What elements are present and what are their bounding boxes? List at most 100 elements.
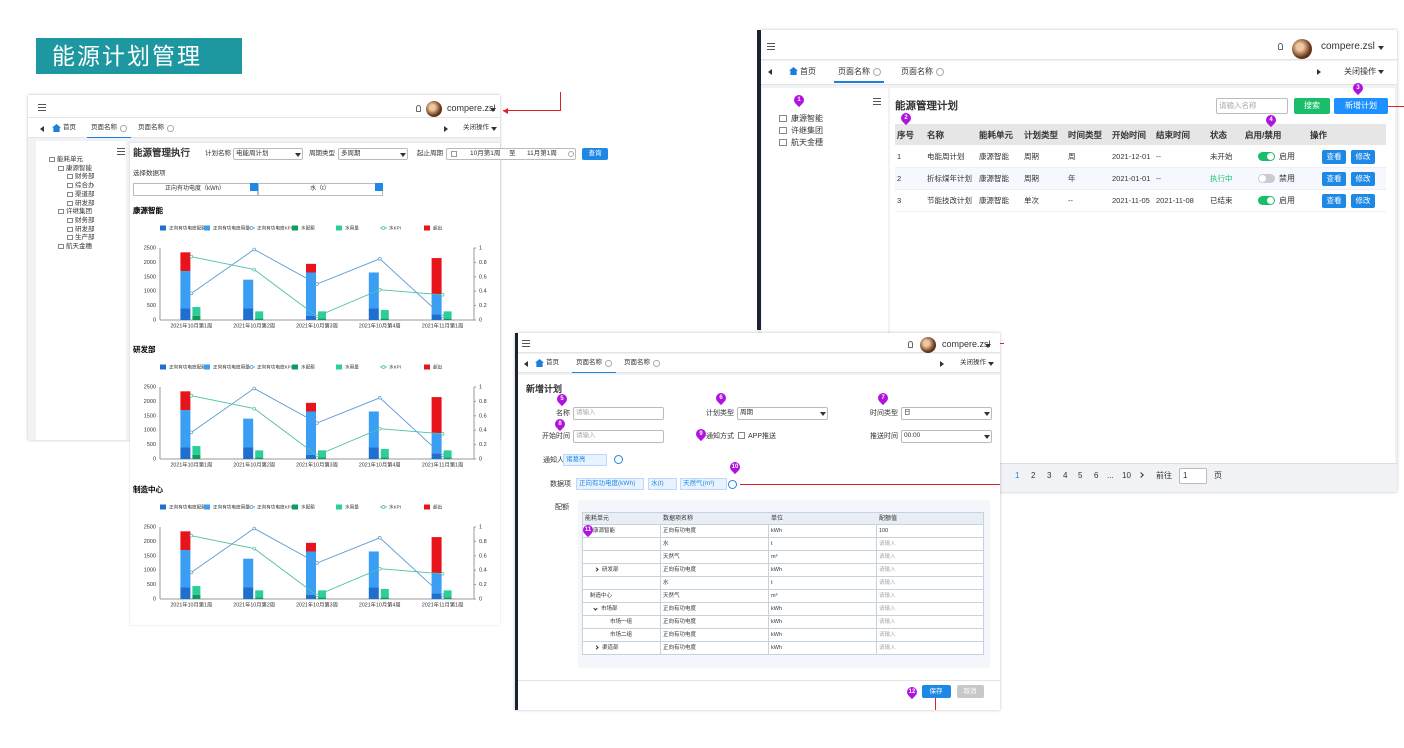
query-label[interactable]: 查询	[588, 150, 602, 157]
bell-icon[interactable]	[416, 105, 421, 112]
quota-input[interactable]: 请输入	[879, 632, 896, 638]
row-button-label[interactable]: 查看	[1326, 152, 1342, 161]
query-button[interactable]	[582, 148, 608, 160]
avatar[interactable]	[1292, 39, 1312, 59]
data-item[interactable]: 水（t）	[310, 186, 330, 192]
menu-icon[interactable]	[38, 110, 46, 111]
dropdown-icon[interactable]	[250, 183, 258, 191]
field-value[interactable]: 00:00	[904, 432, 921, 439]
select-value[interactable]: 电能周计划	[236, 150, 269, 157]
row-button[interactable]	[1351, 194, 1375, 208]
user-name[interactable]: compere.zsl	[1321, 41, 1375, 52]
page-link[interactable]: 6	[1094, 471, 1099, 480]
checkbox[interactable]	[738, 432, 745, 439]
quota-input[interactable]: 请输入	[879, 580, 896, 586]
page-link[interactable]: 2	[1031, 471, 1036, 480]
tab[interactable]: 首页	[546, 359, 559, 366]
item-tag[interactable]	[680, 478, 727, 490]
tree-node[interactable]: 研发部	[75, 225, 95, 233]
tree-node[interactable]: 渠道部	[75, 190, 95, 198]
select-value[interactable]: 多周期	[341, 150, 361, 157]
menu-icon[interactable]	[117, 151, 125, 152]
date-from[interactable]: 10月第1周	[470, 150, 501, 157]
toggle-switch[interactable]	[1258, 174, 1275, 183]
row-button-label[interactable]: 查看	[1326, 174, 1342, 183]
goto-input[interactable]: 1	[1183, 471, 1188, 480]
search-button[interactable]	[1294, 98, 1330, 114]
tree-node[interactable]: 研发部	[75, 199, 95, 207]
menu-icon[interactable]	[117, 154, 125, 155]
item-tag[interactable]	[576, 478, 644, 490]
tab-close[interactable]	[605, 360, 612, 367]
menu-icon[interactable]	[767, 46, 775, 47]
home-icon[interactable]	[52, 124, 61, 132]
menu-icon[interactable]	[522, 340, 530, 341]
quota-input[interactable]: 请输入	[879, 541, 896, 547]
cancel-button[interactable]	[957, 685, 984, 698]
home-icon[interactable]	[535, 359, 544, 367]
tab-close[interactable]	[936, 68, 944, 76]
dropdown-icon[interactable]	[375, 183, 383, 191]
page-link[interactable]: 10	[1122, 471, 1131, 480]
bell-icon[interactable]	[908, 341, 913, 348]
quota-input[interactable]: 请输入	[879, 606, 896, 612]
row-button-label[interactable]: 查看	[1326, 196, 1342, 205]
cancel-label[interactable]: 取消	[963, 688, 977, 695]
save-button[interactable]	[922, 685, 951, 698]
date-to[interactable]: 11月第1周	[527, 150, 557, 157]
add-person[interactable]	[614, 455, 623, 464]
tab-next[interactable]	[1317, 69, 1321, 75]
avatar[interactable]	[426, 101, 442, 117]
tab-close[interactable]	[167, 125, 174, 132]
field-value[interactable]: 请输入	[576, 432, 596, 439]
save-label[interactable]: 保存	[929, 688, 943, 695]
quota-input[interactable]: 请输入	[879, 619, 896, 625]
input[interactable]	[338, 148, 408, 160]
menu-icon[interactable]	[522, 346, 530, 347]
menu-icon[interactable]	[767, 49, 775, 50]
toggle-switch[interactable]	[1258, 196, 1275, 205]
row-button[interactable]	[1351, 150, 1375, 164]
row-button[interactable]	[1351, 172, 1375, 186]
unit-node[interactable]: 康源智能	[791, 114, 823, 123]
tree-node[interactable]: 财务部	[75, 173, 95, 181]
page-link[interactable]: 3	[1047, 471, 1052, 480]
tab-prev[interactable]	[40, 126, 44, 132]
tab-prev[interactable]	[524, 361, 528, 367]
tab[interactable]: 首页	[63, 124, 76, 131]
menu-icon[interactable]	[117, 148, 125, 149]
menu-icon[interactable]	[873, 98, 881, 99]
tab-close[interactable]	[653, 360, 660, 367]
field-value[interactable]: 请输入	[576, 409, 596, 416]
input[interactable]	[901, 430, 992, 443]
quota-input[interactable]: 请输入	[879, 567, 896, 573]
tab-close[interactable]	[120, 125, 127, 132]
tab-close[interactable]	[873, 68, 881, 76]
tab-next[interactable]	[444, 126, 448, 132]
close-menu[interactable]: 关闭操作	[960, 359, 986, 366]
row-button-label[interactable]: 修改	[1355, 152, 1371, 161]
input[interactable]	[901, 407, 992, 420]
user-name[interactable]: compere.zsl	[447, 103, 496, 113]
page-link[interactable]: 4	[1063, 471, 1068, 480]
add-button[interactable]	[1334, 98, 1388, 114]
person-tag[interactable]	[563, 454, 607, 466]
menu-icon[interactable]	[38, 107, 46, 108]
tab-next[interactable]	[940, 361, 944, 367]
toggle-switch[interactable]	[1258, 152, 1275, 161]
menu-icon[interactable]	[522, 343, 530, 344]
tab[interactable]: 页面名称	[901, 67, 933, 76]
page-link[interactable]: 5	[1078, 471, 1083, 480]
tab[interactable]: 页面名称	[838, 67, 870, 76]
tab[interactable]: 页面名称	[138, 124, 164, 131]
tab[interactable]: 页面名称	[624, 359, 650, 366]
tree-node[interactable]: 综合办	[75, 182, 95, 190]
page-link[interactable]: ...	[1107, 471, 1114, 480]
data-item[interactable]: 正向有功电度（kWh）	[164, 186, 226, 192]
menu-icon[interactable]	[873, 101, 881, 102]
tree-node[interactable]: 财务部	[75, 216, 95, 224]
unit-node[interactable]: 许继集团	[791, 126, 823, 135]
add-label[interactable]: 新增计划	[1345, 101, 1377, 110]
tab[interactable]: 页面名称	[91, 124, 117, 131]
row-button-label[interactable]: 修改	[1355, 196, 1371, 205]
